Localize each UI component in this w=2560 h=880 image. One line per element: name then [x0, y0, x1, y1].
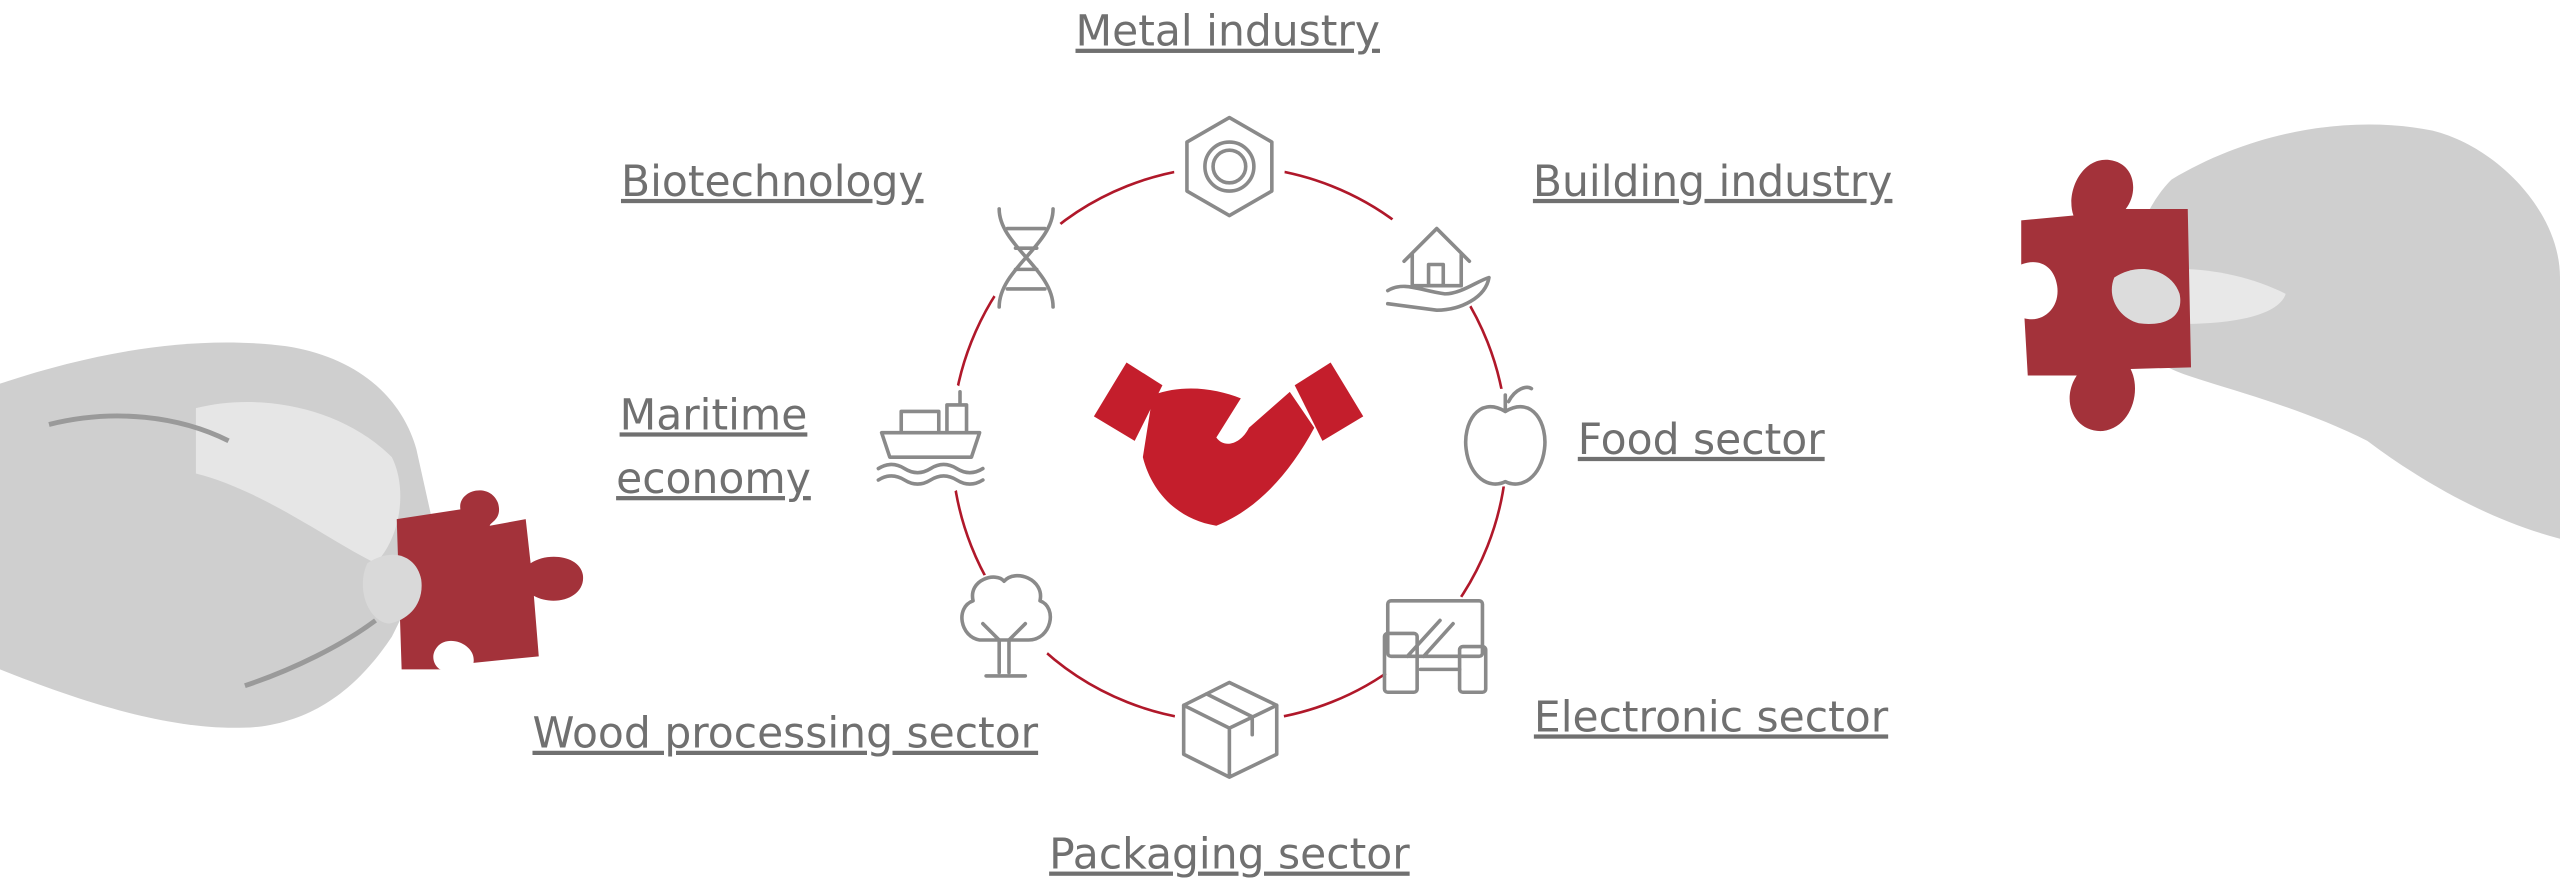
- sector-link[interactable]: economy: [616, 455, 811, 504]
- food-icon: [1463, 385, 1547, 486]
- sector-link[interactable]: Packaging sector: [1049, 831, 1410, 880]
- sector-link[interactable]: Building industry: [1533, 158, 1892, 207]
- left-hand: [0, 342, 584, 728]
- packaging-icon: [1181, 680, 1279, 779]
- metal-icon: [1185, 115, 1274, 218]
- wood-icon: [960, 573, 1052, 678]
- right-hand: [2021, 124, 2560, 539]
- sector-link[interactable]: Metal industry: [1076, 8, 1380, 57]
- electronic-icon: [1382, 599, 1488, 695]
- sector-link[interactable]: Electronic sector: [1534, 693, 1889, 742]
- handshake-icon: [1093, 362, 1364, 526]
- maritime-icon: [876, 390, 985, 486]
- biotech-icon: [997, 207, 1055, 309]
- building-icon: [1385, 226, 1491, 312]
- sector-link[interactable]: Food sector: [1578, 416, 1825, 465]
- sector-link[interactable]: Wood processing sector: [532, 710, 1038, 759]
- sector-link[interactable]: Biotechnology: [621, 158, 924, 207]
- sector-link[interactable]: Maritime: [620, 391, 808, 440]
